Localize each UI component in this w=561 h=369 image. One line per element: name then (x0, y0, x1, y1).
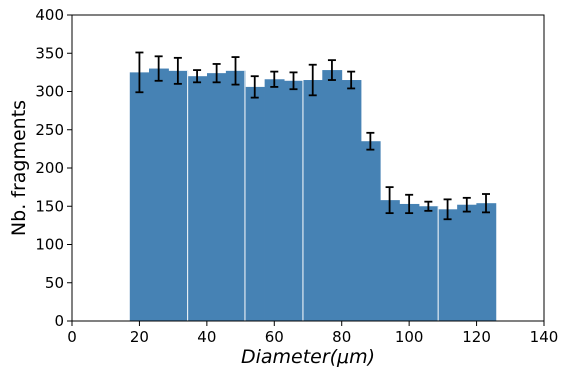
x-tick-label-0: 0 (67, 328, 77, 346)
x-tick-label-5: 100 (395, 328, 424, 346)
bar-11 (341, 80, 362, 322)
x-tick-label-7: 140 (530, 328, 559, 346)
x-axis-label: Diameter(μm) (241, 346, 375, 368)
y-tick-label-6: 300 (35, 83, 64, 101)
x-tick-label-4: 80 (332, 328, 351, 346)
errorbar-5 (231, 56, 240, 86)
bar-15 (418, 206, 439, 321)
bar-6 (245, 86, 265, 321)
errorbar-12 (366, 131, 375, 151)
bar-4 (206, 73, 227, 321)
bar-1 (149, 68, 169, 321)
errorbar-2 (173, 56, 182, 85)
errorbar-14 (405, 193, 414, 215)
bar-13 (379, 200, 400, 321)
bar-8 (283, 80, 304, 321)
errorbar-9 (308, 63, 317, 97)
y-tick-label-1: 50 (45, 274, 64, 292)
errorbar-11 (347, 70, 356, 90)
errorbar-4 (212, 63, 221, 84)
errorbar-8 (289, 71, 298, 91)
errorbar-6 (250, 75, 259, 99)
y-tick-label-8: 400 (35, 6, 64, 24)
bar-12 (360, 141, 381, 321)
y-tick-label-2: 100 (35, 236, 64, 254)
y-tick-label-4: 200 (35, 159, 64, 177)
errorbar-10 (327, 59, 336, 81)
errorbar-13 (385, 186, 394, 215)
bar-18 (476, 203, 497, 321)
x-tick-label-6: 120 (462, 328, 491, 346)
errorbar-7 (270, 70, 279, 88)
errorbar-15 (424, 200, 433, 212)
y-tick-label-3: 150 (35, 197, 64, 215)
errorbars-layer (135, 51, 491, 221)
bar-7 (264, 79, 285, 321)
bar-0 (129, 72, 150, 321)
errorbar-0 (135, 51, 144, 94)
bar-5 (225, 70, 246, 321)
errorbar-18 (482, 193, 491, 214)
y-tick-label-0: 0 (54, 312, 64, 330)
x-axis-ticks: 0 20 40 60 80 100 120 140 (67, 321, 558, 346)
bars-layer (129, 68, 497, 322)
bar-14 (399, 203, 420, 321)
y-axis-ticks: 0 50 100 150 200 250 300 350 400 (35, 6, 72, 330)
y-axis-label: Nb. fragments (8, 100, 30, 236)
x-tick-label-3: 60 (265, 328, 284, 346)
y-tick-label-5: 250 (35, 121, 64, 139)
errorbar-17 (462, 196, 471, 213)
y-tick-label-7: 350 (35, 44, 64, 62)
bar-2 (168, 70, 189, 321)
x-tick-label-1: 20 (130, 328, 149, 346)
x-tick-label-2: 40 (197, 328, 216, 346)
bar-9 (303, 80, 323, 322)
errorbar-16 (443, 198, 452, 221)
bar-17 (457, 204, 478, 321)
errorbar-1 (154, 55, 163, 82)
bar-10 (322, 70, 343, 321)
bar-16 (437, 209, 458, 321)
bar-3 (187, 76, 208, 321)
errorbar-3 (193, 69, 202, 84)
